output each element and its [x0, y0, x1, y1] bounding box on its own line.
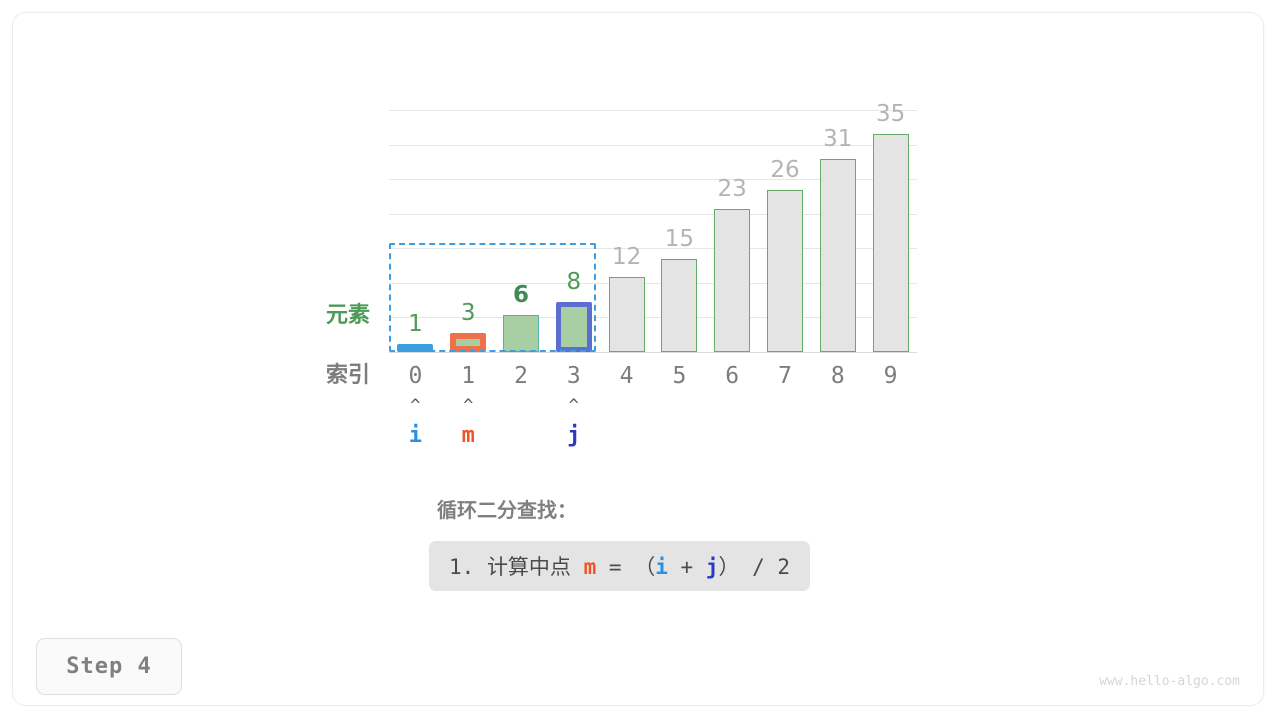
- bar-value-label-6: 23: [717, 176, 747, 202]
- formula-divide: /: [739, 555, 778, 579]
- formula-plus: +: [667, 555, 706, 579]
- formula-var-j: j: [705, 555, 719, 579]
- gridline: [389, 145, 917, 146]
- formula-box: 1. 计算中点 m = （i + j） / 2: [429, 541, 811, 591]
- index-label-6: 6: [725, 363, 740, 389]
- formula-open-paren: （: [634, 555, 656, 579]
- formula-var-i: i: [655, 555, 668, 579]
- formula-var-m: m: [583, 555, 597, 579]
- bar-7: [767, 190, 803, 352]
- pointer-caret-j: ^: [568, 396, 579, 416]
- bar-8: [820, 159, 856, 352]
- bar-2: [503, 315, 539, 352]
- bar-5: [661, 259, 697, 352]
- caption-heading: 循环二分查找：: [437, 498, 577, 522]
- bar-value-label-5: 15: [664, 226, 695, 252]
- index-label-8: 8: [830, 363, 845, 389]
- bar-value-label-1: 3: [460, 300, 476, 326]
- gridline: [389, 110, 917, 111]
- gridline: [389, 283, 917, 284]
- index-label-7: 7: [778, 363, 792, 389]
- pointer-label-m: m: [461, 423, 475, 448]
- bar-value-label-3: 8: [566, 269, 582, 295]
- gridline: [389, 179, 917, 180]
- formula-text: 计算中点: [486, 555, 584, 579]
- pointer-label-j: j: [567, 423, 581, 448]
- bar-value-label-7: 26: [770, 157, 800, 183]
- pointer-label-i: i: [408, 423, 423, 448]
- index-label-1: 1: [461, 363, 476, 389]
- bar-9: [873, 134, 909, 352]
- index-label-5: 5: [672, 363, 687, 389]
- element-axis-label: 元素: [325, 303, 370, 328]
- index-label-0: 0: [408, 363, 423, 389]
- bar-4: [609, 277, 645, 352]
- bar-value-label-4: 12: [611, 244, 642, 270]
- bar-6: [714, 209, 750, 352]
- formula-equals: =: [596, 555, 635, 579]
- index-label-3: 3: [566, 363, 581, 389]
- index-label-9: 9: [883, 363, 898, 389]
- bar-value-label-0: 1: [408, 311, 423, 337]
- formula-step-number: 1.: [449, 555, 487, 579]
- index-axis-label: 索引: [325, 363, 370, 388]
- bar-value-label-2: 6: [512, 282, 529, 308]
- formula-close-paren: ）: [718, 555, 740, 579]
- index-label-2: 2: [514, 363, 528, 389]
- gridline: [389, 248, 917, 249]
- bar-1: [450, 333, 486, 352]
- gridline: [389, 317, 917, 318]
- bar-3: [556, 302, 592, 352]
- chart-baseline: [389, 352, 917, 353]
- watermark: www.hello-algo.com: [1099, 674, 1240, 689]
- formula-divisor: 2: [777, 555, 791, 579]
- bar-value-label-8: 31: [823, 126, 853, 152]
- search-range-box: [389, 243, 596, 352]
- gridline: [389, 214, 917, 215]
- step-badge: Step 4: [36, 638, 182, 695]
- pointer-caret-i: ^: [410, 396, 421, 416]
- bar-value-label-9: 35: [875, 101, 906, 127]
- pointer-caret-m: ^: [463, 396, 474, 416]
- index-label-4: 4: [619, 363, 634, 389]
